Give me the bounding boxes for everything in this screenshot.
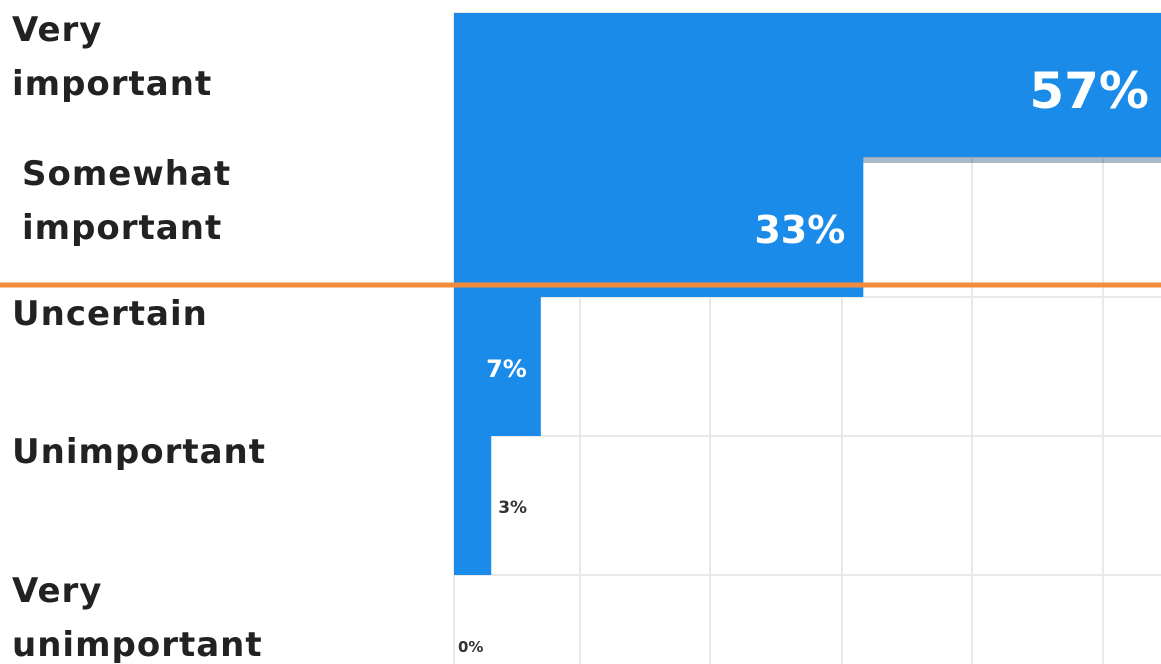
category-label-4-line-1: unimportant bbox=[12, 625, 263, 664]
value-label-2: 7% bbox=[486, 355, 527, 383]
bar-1 bbox=[454, 157, 864, 297]
value-label-1: 33% bbox=[754, 208, 845, 252]
value-label-0: 57% bbox=[1029, 62, 1149, 120]
category-label-3-line-0: Unimportant bbox=[12, 432, 266, 472]
bar-2 bbox=[454, 297, 541, 436]
category-label-1-line-1: important bbox=[22, 208, 222, 248]
category-label-4-line-0: Very bbox=[12, 571, 102, 611]
value-labels: 57% 33% 7% 3% 0% bbox=[458, 62, 1149, 656]
category-label-0-line-0: Very bbox=[12, 10, 102, 50]
category-labels: Very important Somewhat important Uncertain U… bbox=[12, 10, 266, 664]
bar-3 bbox=[454, 436, 492, 575]
category-label-1-line-0: Somewhat bbox=[22, 154, 231, 194]
bar-0 bbox=[454, 13, 1161, 157]
value-label-4: 0% bbox=[458, 638, 483, 656]
bars bbox=[454, 13, 1161, 575]
category-label-0-line-1: important bbox=[12, 64, 212, 104]
category-label-2-line-0: Uncertain bbox=[12, 294, 208, 334]
value-label-3: 3% bbox=[498, 498, 527, 518]
